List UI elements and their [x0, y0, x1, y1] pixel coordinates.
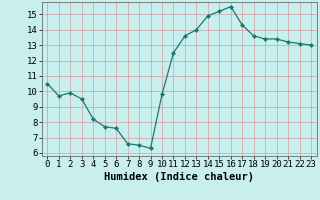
- X-axis label: Humidex (Indice chaleur): Humidex (Indice chaleur): [104, 172, 254, 182]
